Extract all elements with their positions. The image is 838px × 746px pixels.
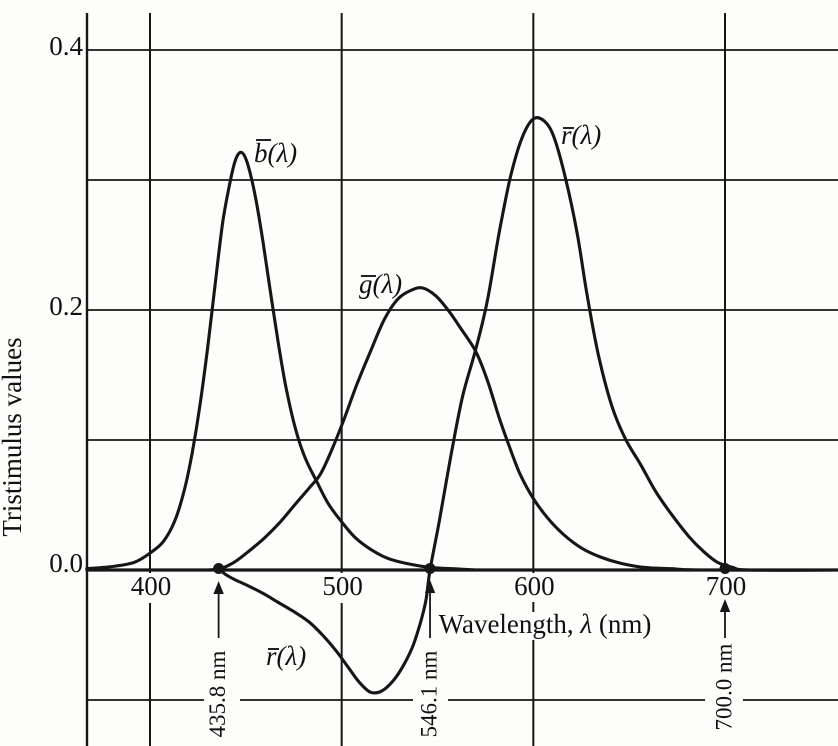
curve-b_bar (85, 150, 478, 572)
x-tick-label-500: 500 (322, 571, 363, 601)
y-axis-title: Tristimulus values (0, 337, 27, 536)
x-axis-title: Wavelength, λ (nm) (439, 609, 652, 639)
curve-label-r_bar: r(λ) (561, 120, 601, 150)
marker-dot-435.8 nm (213, 563, 225, 574)
marker-dot-700.0 nm (719, 563, 731, 574)
marker-wavelength-label: 700.0 nm (711, 643, 736, 730)
curve-label-text-g_bar: g(λ) (359, 269, 402, 299)
marker-arrow-head-icon (213, 581, 224, 594)
x-tick-label-600: 600 (514, 571, 555, 601)
curve-label-r_bar: r(λ) (266, 641, 306, 671)
curve-label-text-r_bar: r(λ) (561, 120, 601, 150)
marker-arrow-head-icon (424, 580, 436, 593)
y-tick-label-0.2: 0.2 (49, 291, 83, 321)
x-tick-label-700: 700 (706, 571, 747, 601)
curve-label-text-r_bar: r(λ) (266, 641, 306, 671)
y-tick-label-0.4: 0.4 (49, 31, 83, 61)
x-tick-label-400: 400 (131, 571, 172, 601)
curve-label-text-b_bar: b(λ) (254, 138, 297, 168)
curve-r_bar (85, 116, 838, 695)
marker-dot-546.1 nm (424, 563, 436, 574)
y-tick-label-0.0: 0.0 (49, 548, 83, 578)
curve-label-g_bar: g(λ) (359, 269, 402, 299)
marker-arrow-head-icon (719, 599, 731, 612)
curve-label-b_bar: b(λ) (254, 138, 297, 168)
curve-g_bar (217, 286, 838, 572)
marker-wavelength-label: 435.8 nm (205, 650, 230, 737)
marker-wavelength-label: 546.1 nm (416, 650, 441, 737)
